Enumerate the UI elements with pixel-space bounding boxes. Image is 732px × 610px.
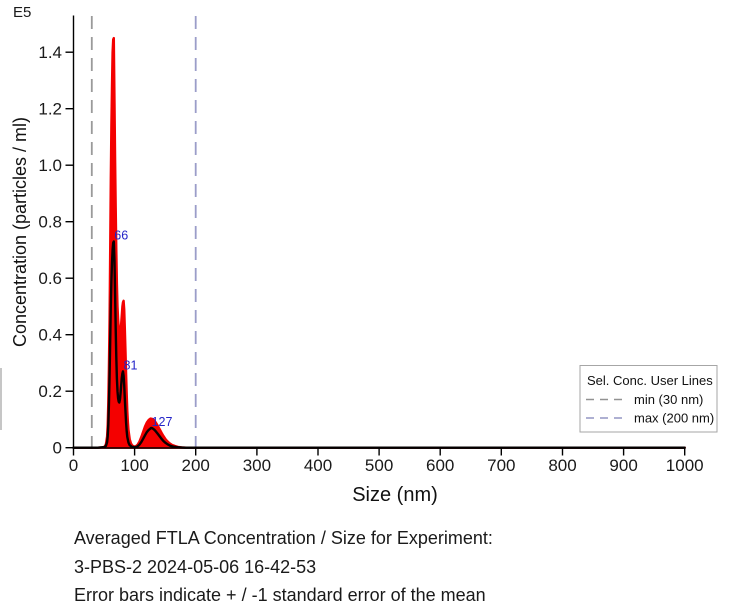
legend-title: Sel. Conc. User Lines	[587, 373, 713, 388]
y-tick-label: 1.4	[38, 43, 62, 62]
x-tick-label: 400	[304, 456, 332, 475]
x-tick-label: 600	[426, 456, 454, 475]
y-tick-label: 0	[53, 439, 62, 458]
window-edge-artifact	[0, 368, 2, 430]
peak-label: 81	[124, 358, 138, 372]
x-tick-label: 0	[69, 456, 78, 475]
peak-labels-group: 66 81 127	[114, 229, 172, 429]
y-axis-title: Concentration (particles / ml)	[10, 117, 30, 347]
x-ticks-group: 0 100 200 300 400 500 600 700 800 900 1000	[69, 448, 704, 475]
y-tick-label: 1.2	[38, 100, 62, 119]
chart-caption: Averaged FTLA Concentration / Size for E…	[74, 524, 493, 610]
caption-line-1: Averaged FTLA Concentration / Size for E…	[74, 528, 493, 548]
y-ticks-group: 0 0.2 0.4 0.6 0.8 1.0 1.2 1.4	[38, 43, 74, 458]
peak-label: 127	[152, 415, 173, 429]
x-tick-label: 900	[609, 456, 637, 475]
y-tick-label: 0.4	[38, 326, 62, 345]
x-tick-label: 700	[487, 456, 515, 475]
y-axis-exponent-label: E5	[13, 4, 31, 21]
y-tick-label: 1.0	[38, 156, 62, 175]
mean-concentration-line	[72, 240, 686, 449]
x-axis-title: Size (nm)	[352, 484, 438, 506]
legend-min-label: min (30 nm)	[634, 392, 703, 407]
y-tick-label: 0.6	[38, 269, 62, 288]
legend: Sel. Conc. User Lines min (30 nm) max (2…	[579, 365, 718, 433]
y-tick-label: 0.8	[38, 213, 62, 232]
y-tick-label: 0.2	[38, 382, 62, 401]
x-tick-label: 200	[182, 456, 210, 475]
x-tick-label: 500	[365, 456, 393, 475]
x-tick-label: 100	[120, 456, 148, 475]
peak-label: 66	[114, 229, 128, 243]
x-tick-label: 1000	[666, 456, 704, 475]
concentration-size-chart: E5 Concentration (particles / ml) Size (…	[10, 4, 718, 506]
caption-line-3: Error bars indicate + / -1 standard erro…	[74, 585, 486, 605]
error-band-area	[72, 36, 686, 449]
x-tick-label: 300	[243, 456, 271, 475]
user-lines-group	[90, 16, 197, 449]
caption-line-2: 3-PBS-2 2024-05-06 16-42-53	[74, 556, 317, 577]
x-tick-label: 800	[548, 456, 576, 475]
series-group	[72, 36, 686, 449]
legend-max-label: max (200 nm)	[634, 411, 714, 426]
